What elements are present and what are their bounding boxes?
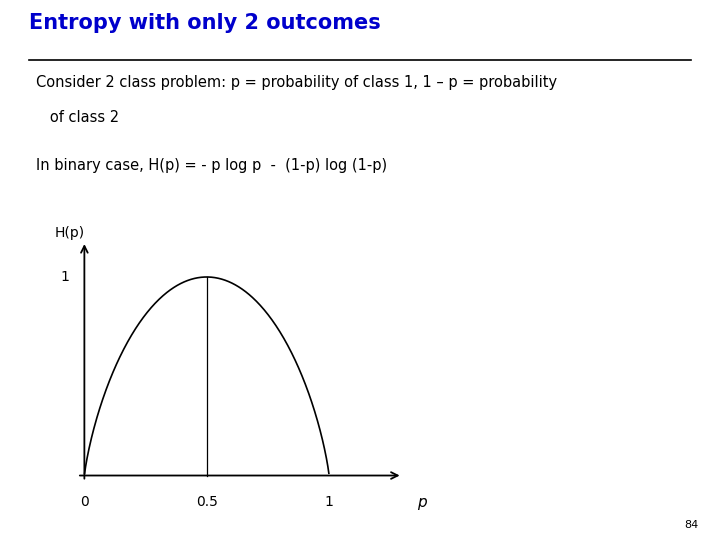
Text: 1: 1 (60, 270, 70, 284)
Text: 84: 84 (684, 521, 698, 530)
Text: Entropy with only 2 outcomes: Entropy with only 2 outcomes (29, 13, 381, 33)
Text: 1: 1 (325, 495, 333, 509)
Text: of class 2: of class 2 (36, 110, 119, 125)
Text: p: p (418, 495, 427, 510)
Text: Consider 2 class problem: p = probability of class 1, 1 – p = probability: Consider 2 class problem: p = probabilit… (36, 75, 557, 90)
Text: 0: 0 (80, 495, 89, 509)
Text: In binary case, H(p) = - p log p  -  (1-p) log (1-p): In binary case, H(p) = - p log p - (1-p)… (36, 158, 387, 173)
Text: H(p): H(p) (55, 226, 85, 240)
Text: 0.5: 0.5 (196, 495, 217, 509)
